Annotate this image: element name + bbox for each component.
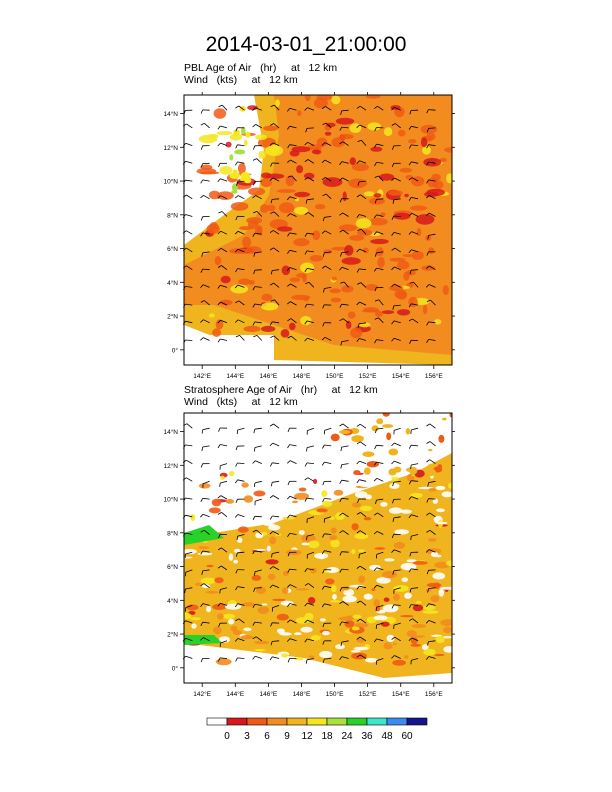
page-title: 2014-03-01_21:00:00 <box>205 33 407 56</box>
lon-tick-label: 150°E <box>326 690 344 698</box>
lat-tick-label: 4°N <box>167 597 178 605</box>
lon-tick-label: 146°E <box>259 690 277 698</box>
lat-tick-label: 12°N <box>163 144 178 152</box>
lat-tick-label: 12°N <box>163 462 178 470</box>
stratosphere-age-map: 142°E 144°E 146°E 148°E 150°E 152°E 154°E 156°E… <box>163 410 455 698</box>
wind-barbs <box>182 104 436 346</box>
lon-tick-label: 154°E <box>392 372 410 380</box>
colorbar-swatch <box>286 717 308 726</box>
lon-tick-label: 150°E <box>326 372 344 380</box>
colorbar-legend: 0 3 6 9 12 18 24 36 48 60 <box>206 717 428 742</box>
colorbar-swatch <box>266 717 288 726</box>
lon-tick-label: 142°E <box>193 690 211 698</box>
lon-tick-label: 142°E <box>193 372 211 380</box>
lat-tick-label: 4°N <box>167 279 178 287</box>
colorbar-swatch <box>346 717 368 726</box>
panel-1-title: PBL Age of Air (hr) at 12 km Wind (kts) … <box>184 62 337 86</box>
colorbar-label: 0 <box>224 731 230 742</box>
panel-1-wind-label: Wind (kts) at 12 km <box>184 74 298 86</box>
lon-tick-label: 154°E <box>392 690 410 698</box>
panel-1-field-label: PBL Age of Air (hr) at 12 km <box>184 62 338 74</box>
panel-2-title: Stratosphere Age of Air (hr) at 12 km Wi… <box>184 384 378 408</box>
wind-barbs <box>182 423 436 665</box>
lon-tick-label: 146°E <box>259 372 277 380</box>
colorbar-label: 60 <box>401 731 413 742</box>
lat-tick-label: 10°N <box>163 496 178 504</box>
lat-tick-label: 8°N <box>167 211 178 219</box>
colorbar-swatch <box>326 717 348 726</box>
lon-tick-label: 148°E <box>293 372 311 380</box>
colorbar-swatch <box>246 717 268 726</box>
colorbar-swatch <box>306 717 328 726</box>
colorbar-swatch <box>206 717 228 726</box>
colorbar-label: 9 <box>284 731 290 742</box>
lon-tick-label: 144°E <box>226 372 244 380</box>
lon-tick-label: 152°E <box>359 372 377 380</box>
colorbar-label: 3 <box>244 731 250 742</box>
lat-tick-label: 14°N <box>163 428 178 436</box>
panel-2-wind-label: Wind (kts) at 12 km <box>184 396 298 408</box>
lon-tick-label: 156°E <box>425 690 443 698</box>
lat-tick-label: 6°N <box>167 563 178 571</box>
lat-tick-label: 10°N <box>163 178 178 186</box>
colorbar-label: 24 <box>341 731 353 742</box>
lat-tick-label: 2°N <box>167 313 178 321</box>
colorbar-label: 18 <box>321 731 333 742</box>
lat-tick-label: 6°N <box>167 245 178 253</box>
lat-tick-label: 2°N <box>167 631 178 639</box>
age-of-air-shading <box>184 413 452 678</box>
colorbar-label: 48 <box>381 731 393 742</box>
panel-2-field-label: Stratosphere Age of Air (hr) at 12 km <box>184 384 378 396</box>
colorbar-swatch <box>226 717 248 726</box>
age-of-air-shading <box>184 95 452 365</box>
colorbar-swatch <box>366 717 388 726</box>
lat-tick-label: 8°N <box>167 529 178 537</box>
lat-tick-label: 0° <box>172 346 179 354</box>
colorbar-label: 6 <box>264 731 270 742</box>
lon-tick-label: 156°E <box>425 372 443 380</box>
colorbar-label: 36 <box>361 731 373 742</box>
pbl-age-map: 142°E 144°E 146°E 148°E 150°E 152°E 154°E 156°E… <box>163 92 455 380</box>
lon-tick-label: 152°E <box>359 690 377 698</box>
lat-tick-label: 14°N <box>163 110 178 118</box>
colorbar-label: 12 <box>301 731 313 742</box>
colorbar-swatch <box>406 717 428 726</box>
map-frame <box>183 94 453 366</box>
lat-tick-label: 0° <box>172 664 179 672</box>
lon-tick-label: 144°E <box>226 690 244 698</box>
lon-tick-label: 148°E <box>293 690 311 698</box>
map-frame <box>183 412 453 684</box>
colorbar-swatch <box>386 717 408 726</box>
